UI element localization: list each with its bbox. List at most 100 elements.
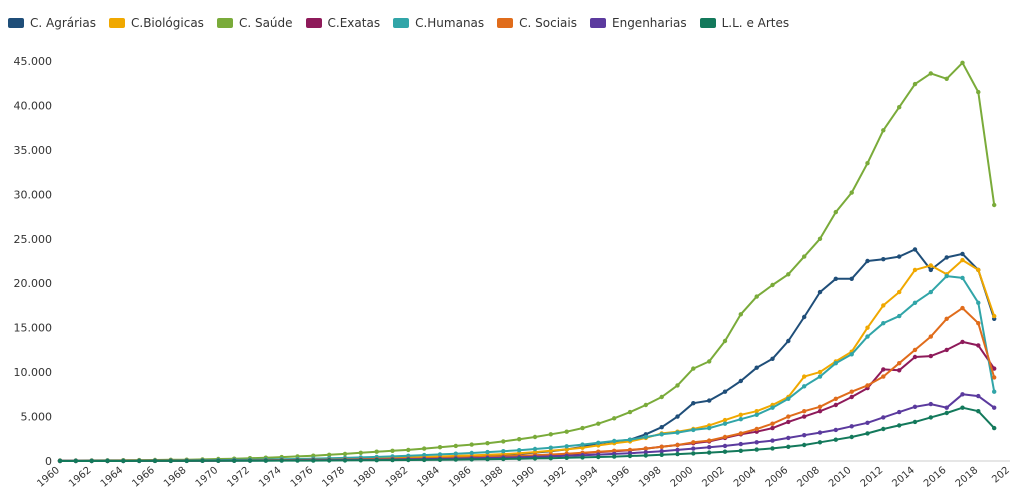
data-point: [580, 442, 585, 447]
data-point: [390, 448, 395, 453]
data-point: [517, 448, 522, 453]
data-point: [691, 401, 696, 406]
data-point: [833, 437, 838, 442]
x-tick-label: 1970: [194, 465, 221, 490]
series-line: [60, 393, 995, 462]
x-tick-label: 1976: [289, 465, 316, 490]
data-point: [738, 431, 743, 436]
legend-item[interactable]: C. Agrárias: [8, 16, 96, 30]
data-point: [643, 450, 648, 455]
legend-item[interactable]: C.Exatas: [305, 16, 381, 30]
series-group: [57, 60, 997, 463]
data-point: [881, 374, 886, 379]
legend-label: C.Biológicas: [131, 16, 204, 30]
data-point: [722, 443, 728, 449]
data-point: [928, 334, 933, 339]
data-point: [865, 161, 870, 166]
legend: C. Agrárias C.Biológicas C. Saúde C.Exatas C…: [8, 16, 802, 30]
data-point: [944, 347, 949, 353]
data-point: [944, 405, 949, 410]
legend-swatch: [497, 18, 514, 28]
data-point: [580, 425, 585, 431]
x-tick-label: 2004: [732, 465, 759, 490]
data-point: [501, 456, 506, 462]
data-point: [722, 449, 728, 454]
data-point: [833, 427, 838, 433]
x-tick-label: 1988: [479, 465, 506, 490]
legend-item[interactable]: Engenharias: [590, 16, 687, 30]
data-point: [944, 76, 949, 82]
series-line: [60, 248, 996, 462]
series-line: [60, 259, 996, 462]
legend-label: C. Agrárias: [30, 16, 96, 30]
data-point: [754, 412, 759, 417]
data-point: [754, 426, 759, 432]
data-point: [817, 430, 823, 435]
legend-item[interactable]: C. Saúde: [216, 16, 293, 30]
data-point: [770, 282, 775, 288]
data-point: [485, 441, 490, 446]
data-point: [976, 409, 981, 414]
data-point: [501, 439, 506, 444]
data-point: [881, 303, 886, 308]
data-point: [992, 425, 997, 431]
legend-item[interactable]: L.L. e Artes: [699, 16, 789, 30]
data-point: [532, 456, 538, 461]
data-point: [897, 313, 902, 319]
data-point: [548, 432, 553, 437]
data-point: [865, 258, 870, 264]
x-tick-label: 2016: [922, 465, 949, 490]
x-tick-label: 1990: [510, 465, 537, 490]
data-point: [358, 458, 363, 463]
data-point: [881, 426, 886, 432]
x-tick-label: 1986: [447, 465, 474, 490]
data-point: [390, 457, 395, 463]
data-point: [770, 446, 775, 451]
legend-item[interactable]: C.Humanas: [393, 16, 484, 30]
y-tick-label: 5.000: [21, 411, 53, 424]
series-group: [57, 305, 997, 464]
data-point: [485, 457, 490, 462]
data-point: [992, 375, 997, 380]
data-point: [675, 447, 680, 453]
legend-item[interactable]: C.Biológicas: [109, 16, 204, 30]
data-point: [786, 272, 791, 277]
data-point: [944, 316, 949, 321]
series-group: [57, 405, 997, 464]
data-point: [232, 458, 237, 463]
y-tick-label: 0: [45, 455, 52, 468]
data-point: [707, 398, 712, 403]
data-point: [437, 445, 443, 450]
data-point: [976, 267, 981, 273]
data-point: [912, 267, 918, 273]
data-point: [897, 289, 902, 295]
series-line: [60, 406, 995, 462]
x-tick-label: 2014: [890, 465, 917, 490]
x-tick-label: 1982: [384, 465, 411, 490]
data-point: [564, 444, 569, 449]
data-point: [897, 409, 902, 415]
data-point: [897, 254, 902, 259]
data-point: [707, 425, 712, 431]
data-point: [358, 450, 363, 455]
data-point: [833, 361, 838, 366]
legend-swatch: [216, 18, 233, 28]
series-group: [57, 257, 997, 463]
data-point: [105, 458, 110, 464]
data-point: [532, 449, 538, 455]
y-tick-label: 30.000: [14, 188, 53, 201]
data-point: [643, 453, 648, 458]
data-point: [327, 458, 332, 463]
data-point: [659, 449, 664, 454]
data-point: [469, 442, 474, 447]
x-tick-label: 1974: [257, 465, 284, 490]
legend-label: C.Humanas: [415, 16, 485, 30]
legend-label: C.Exatas: [327, 16, 381, 30]
data-point: [976, 393, 981, 399]
legend-item[interactable]: C. Sociais: [497, 16, 577, 30]
data-point: [342, 451, 348, 457]
data-point: [817, 289, 823, 295]
data-point: [881, 257, 886, 262]
